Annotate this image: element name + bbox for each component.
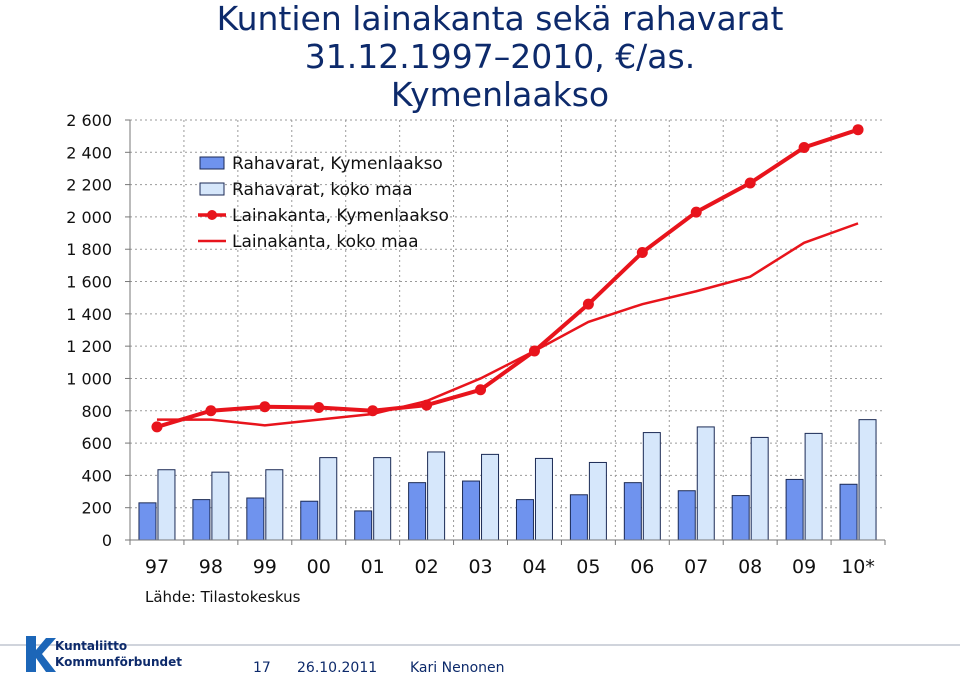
y-tick-label: 1 600 — [66, 273, 112, 292]
bar-rahavarat-koko-maa — [427, 451, 446, 541]
legend-rahavarat-kymenlaakso-label: Rahavarat, Kymenlaakso — [232, 154, 443, 174]
bar-rahavarat-koko-maa — [373, 457, 392, 541]
point-lainakanta-kymenlaakso — [421, 399, 433, 411]
bar-rahavarat-kymenlaakso — [192, 499, 211, 541]
bar-rahavarat-kymenlaakso — [515, 499, 534, 541]
x-tick-label: 03 — [468, 556, 492, 578]
point-lainakanta-kymenlaakso — [798, 141, 810, 153]
logo-text: Kuntaliitto Kommunförbundet — [55, 638, 182, 670]
y-tick-label: 1 400 — [66, 305, 112, 324]
chart-bars — [138, 419, 877, 541]
x-tick-label: 06 — [630, 556, 654, 578]
y-tick-label: 600 — [81, 434, 112, 453]
point-lainakanta-kymenlaakso — [636, 246, 648, 258]
x-tick-label: 99 — [253, 556, 277, 578]
bar-rahavarat-koko-maa — [588, 461, 607, 541]
line-lainakanta-koko-maa — [156, 222, 859, 427]
y-tick-label: 800 — [81, 402, 112, 421]
legend-rahavarat-koko-maa-label: Rahavarat, koko maa — [232, 180, 412, 200]
x-tick-label: 08 — [738, 556, 762, 578]
bar-rahavarat-koko-maa — [157, 469, 176, 541]
y-tick-label: 2 200 — [66, 176, 112, 195]
logo-line-1: Kuntaliitto — [55, 639, 128, 653]
footer-author: Kari Nenonen — [410, 660, 505, 676]
page-number: 17 — [253, 660, 271, 676]
logo-line-2: Kommunförbundet — [55, 655, 182, 669]
x-tick-label: 02 — [415, 556, 439, 578]
line-lainakanta-kymenlaakso — [156, 127, 859, 429]
bar-rahavarat-koko-maa — [750, 436, 769, 541]
footer-divider — [0, 644, 960, 646]
y-tick-label: 1 200 — [66, 337, 112, 356]
bar-rahavarat-kymenlaakso — [300, 500, 319, 541]
title-line-1: Kuntien lainakanta sekä rahavarat — [216, 0, 784, 38]
y-tick-label: 2 400 — [66, 143, 112, 162]
bar-rahavarat-kymenlaakso — [246, 497, 265, 541]
legend-rahavarat-koko-maa-swatch — [199, 182, 225, 196]
point-lainakanta-kymenlaakso — [744, 177, 756, 189]
y-tick-label: 0 — [102, 531, 112, 550]
bar-rahavarat-kymenlaakso — [569, 494, 588, 541]
x-tick-label: 10* — [841, 556, 875, 578]
y-tick-label: 400 — [81, 466, 112, 485]
bar-rahavarat-koko-maa — [319, 457, 338, 541]
y-tick-label: 1 000 — [66, 369, 112, 388]
bar-rahavarat-kymenlaakso — [138, 502, 157, 541]
bar-rahavarat-koko-maa — [481, 453, 500, 541]
point-lainakanta-kymenlaakso — [475, 384, 487, 396]
chart-lines — [151, 124, 864, 433]
title-line-2: 31.12.1997–2010, €/as. — [304, 37, 696, 76]
bar-rahavarat-kymenlaakso — [462, 480, 481, 541]
bar-rahavarat-kymenlaakso — [623, 482, 642, 541]
point-lainakanta-kymenlaakso — [205, 405, 217, 417]
bar-rahavarat-kymenlaakso — [408, 482, 427, 541]
legend-lainakanta-kymenlaakso-marker — [207, 210, 217, 220]
bar-rahavarat-koko-maa — [265, 469, 284, 541]
bar-rahavarat-kymenlaakso — [731, 495, 750, 541]
footer-date: 26.10.2011 — [297, 660, 378, 676]
chart-legend: Rahavarat, Kymenlaakso Rahavarat, koko ma… — [198, 154, 449, 252]
bar-rahavarat-kymenlaakso — [677, 490, 696, 541]
x-tick-label: 05 — [576, 556, 600, 578]
bar-rahavarat-koko-maa — [211, 471, 230, 541]
legend-rahavarat-kymenlaakso-swatch — [199, 156, 225, 170]
x-tick-label: 04 — [522, 556, 546, 578]
point-lainakanta-kymenlaakso — [690, 206, 702, 218]
bar-rahavarat-koko-maa — [804, 432, 823, 541]
y-tick-label: 2 600 — [66, 111, 112, 130]
point-lainakanta-kymenlaakso — [259, 401, 271, 413]
y-tick-label: 200 — [81, 499, 112, 518]
x-tick-label: 09 — [792, 556, 816, 578]
bar-rahavarat-kymenlaakso — [785, 478, 804, 541]
legend-lainakanta-kymenlaakso-label: Lainakanta, Kymenlaakso — [232, 206, 449, 226]
point-lainakanta-kymenlaakso — [367, 405, 379, 417]
bar-rahavarat-kymenlaakso — [354, 510, 373, 541]
x-tick-label: 01 — [361, 556, 385, 578]
title-line-3: Kymenlaakso — [390, 75, 610, 114]
legend-lainakanta-koko-maa-label: Lainakanta, koko maa — [232, 232, 419, 252]
bar-rahavarat-koko-maa — [696, 426, 715, 541]
kuntaliitto-logo-icon — [26, 636, 56, 672]
bar-rahavarat-kymenlaakso — [839, 483, 858, 541]
x-tick-label: 98 — [199, 556, 223, 578]
chart-title: Kuntien lainakanta sekä rahavarat 31.12.… — [130, 0, 870, 114]
bar-rahavarat-koko-maa — [534, 457, 553, 541]
x-tick-label: 00 — [307, 556, 331, 578]
y-tick-label: 1 800 — [66, 240, 112, 259]
point-lainakanta-kymenlaakso — [582, 298, 594, 310]
point-lainakanta-kymenlaakso — [528, 345, 540, 357]
source-note: Lähde: Tilastokeskus — [145, 588, 301, 606]
x-tick-label: 07 — [684, 556, 708, 578]
y-tick-label: 2 000 — [66, 208, 112, 227]
point-lainakanta-kymenlaakso — [151, 421, 163, 433]
bar-rahavarat-koko-maa — [858, 419, 877, 541]
point-lainakanta-kymenlaakso — [852, 124, 864, 136]
chart-grid — [130, 119, 885, 540]
x-tick-label: 97 — [145, 556, 169, 578]
point-lainakanta-kymenlaakso — [313, 402, 325, 414]
bar-rahavarat-koko-maa — [642, 432, 661, 541]
